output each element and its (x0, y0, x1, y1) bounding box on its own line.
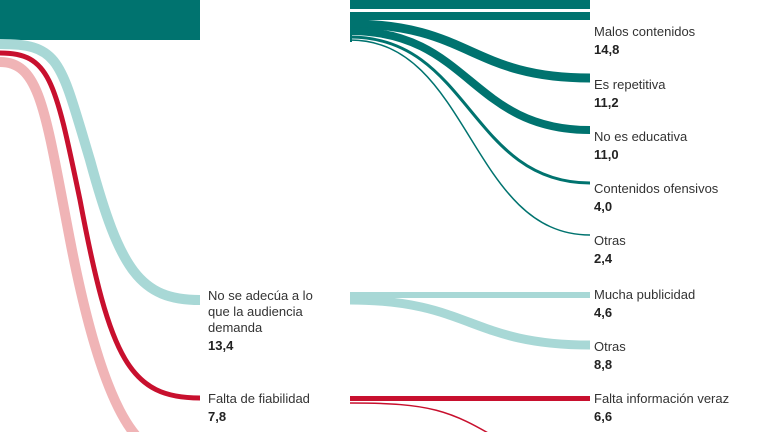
flows (349, 19, 591, 236)
flow (0, 50, 201, 401)
node-label: que la audiencia (208, 304, 303, 319)
node-label: Mucha publicidad (594, 287, 695, 302)
node-label: demanda (208, 320, 263, 335)
node-value: 4,6 (594, 305, 612, 320)
node-value: 4,0 (594, 199, 612, 214)
node-value: 11,2 (594, 95, 619, 110)
node-label: Otras (594, 339, 626, 354)
node-label: Es repetitiva (594, 77, 666, 92)
node-label: Falta de fiabilidad (208, 391, 310, 406)
right-labels: Malos contenidos 14,8 Es repetitiva 11,2… (594, 24, 729, 424)
flow (349, 295, 591, 350)
node-value: 13,4 (208, 338, 234, 353)
node-value: 11,0 (594, 147, 619, 162)
flow (349, 402, 488, 432)
node-label: Malos contenidos (594, 24, 696, 39)
node-value: 7,8 (208, 409, 226, 424)
flow (349, 35, 591, 185)
flow (0, 39, 201, 305)
node-value: 8,8 (594, 357, 612, 372)
node-label: Otras (594, 233, 626, 248)
node-value: 6,6 (594, 409, 612, 424)
node-value: 14,8 (594, 42, 619, 57)
flow (0, 57, 140, 432)
flow (349, 19, 591, 83)
node-label: Contenidos ofensivos (594, 181, 719, 196)
node-label: No es educativa (594, 129, 688, 144)
flow (350, 12, 590, 20)
block (0, 0, 200, 40)
flow (349, 39, 591, 236)
block (350, 0, 590, 9)
node-label: Falta información veraz (594, 391, 729, 406)
node-label: No se adecúa a lo (208, 288, 313, 303)
flow (349, 27, 591, 134)
node-value: 2,4 (594, 251, 613, 266)
flow (350, 292, 590, 298)
flow (350, 396, 590, 401)
